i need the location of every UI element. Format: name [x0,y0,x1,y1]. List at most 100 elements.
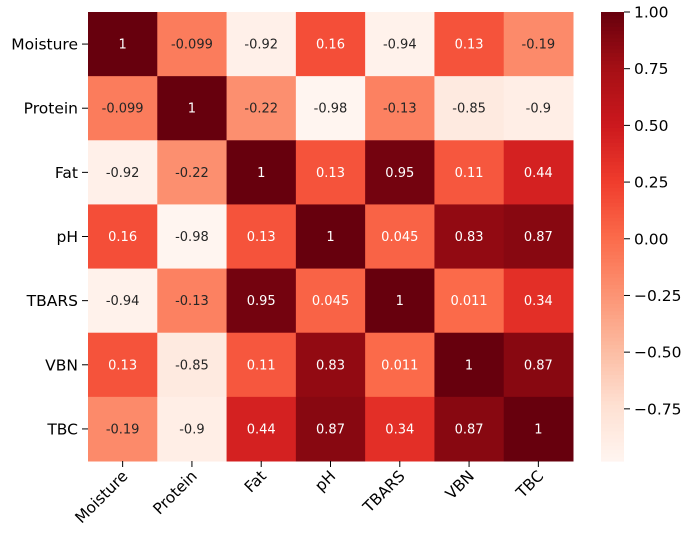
colorbar-segment [601,45,624,51]
colorbar-segment [601,247,624,253]
cell-annotation: -0.92 [244,38,278,53]
heatmap-cell-tbars-vbn [434,268,505,334]
colorbar-segment [601,322,624,327]
y-tick-label-tbars: TBARS [26,292,78,310]
colorbar-segment [601,217,624,223]
colorbar-segment [601,202,624,208]
colorbar-tick-label: −0.50 [634,344,682,362]
cell-annotation: -0.92 [106,166,140,181]
x-tick-label-tbars: TBARS [359,467,409,517]
cell-annotation: -0.22 [244,102,278,117]
colorbar-segment [601,225,624,230]
colorbar-segment [601,53,624,58]
colorbar-segment [601,352,624,357]
colorbar-segment [601,146,624,152]
cell-annotation: -0.22 [175,166,209,181]
colorbar-segment [601,56,624,62]
colorbar-segment [601,75,624,80]
heatmap-cell-moisture-vbn [434,12,505,77]
colorbar-segment [601,419,624,425]
colorbar-segment [601,285,624,290]
colorbar-segment [601,172,624,178]
colorbar-segment [601,303,624,309]
heatmap-cell-ph-tbars [365,204,435,270]
colorbar-segment [601,26,624,32]
cell-annotation: 1 [396,294,404,309]
heatmap-cell-vbn-vbn [434,332,505,398]
cell-annotation: -0.9 [179,422,204,437]
x-tick-label-vbn: VBN [442,467,478,503]
colorbar-segment [601,337,624,342]
x-axis-ticks: Moisture Protein Fat pH TBARS VBN TBC [72,461,547,527]
colorbar-segment [601,150,624,155]
colorbar-segment [601,180,624,185]
x-tick-label-tbc: TBC [512,467,547,502]
heatmap-cell-fat-moisture [88,140,158,205]
cell-annotation: 0.011 [450,294,487,309]
heatmap-cell-tbars-fat [226,268,297,334]
colorbar-segment [601,330,624,335]
colorbar-segment [601,240,624,245]
cell-annotation: 0.11 [247,358,276,373]
colorbar-segment [601,83,624,88]
x-tick-label-fat: Fat [241,467,270,496]
colorbar-segment [601,318,624,324]
colorbar-segment [601,442,624,447]
x-tick-label-protein: Protein [150,467,201,518]
colorbar-segment [601,161,624,167]
heatmap-cell-ph-moisture [88,204,158,270]
colorbar-segment [601,41,624,47]
colorbar-segment [601,109,624,114]
colorbar-segment [601,157,624,163]
heatmap-cell-fat-tbars [365,140,435,205]
colorbar-segment [601,105,624,110]
heatmap-cell-protein-fat [226,76,297,141]
cell-annotation: 0.44 [524,166,553,181]
colorbar-segment [601,348,624,354]
colorbar-segment [601,457,624,462]
colorbar-segment [601,90,624,95]
cell-annotation: -0.98 [314,102,348,117]
colorbar-segment [601,296,624,301]
colorbar-segment [601,423,624,428]
heatmap-cell-moisture-protein [157,12,228,77]
colorbar-segment [601,221,624,226]
y-tick-label-moisture: Moisture [11,36,78,54]
colorbar-segment [601,79,624,84]
heatmap-cell-tbc-tbars [365,396,435,462]
heatmap-cell-moisture-fat [226,12,297,77]
colorbar-segment [601,255,624,260]
heatmap-cell-vbn-tbc [503,332,574,398]
y-axis-ticks: Moisture Protein Fat pH TBARS VBN TBC [11,36,88,438]
colorbar-segment [601,68,624,73]
cell-annotation: 0.87 [524,230,553,245]
colorbar-segment [601,195,624,200]
heatmap-cell-moisture-tbc [503,12,574,77]
colorbar-segment [601,113,624,118]
colorbar-segment [601,15,624,21]
cell-annotation: 0.95 [247,294,276,309]
y-tick-label-fat: Fat [55,164,78,182]
y-tick-label-vbn: VBN [45,356,78,374]
heatmap-cell-tbc-tbc [503,396,574,462]
cell-annotation: 0.34 [524,294,553,309]
colorbar-segment [601,446,624,451]
colorbar-segment [601,266,624,271]
colorbar-segment [601,371,624,376]
colorbar-segment [601,431,624,436]
colorbar-segment [601,251,624,256]
colorbar-segment [601,292,624,297]
heatmap-cell-moisture-moisture [88,12,158,77]
heatmap-cell-fat-fat [226,140,297,205]
colorbar-segment [601,191,624,196]
colorbar-segment [601,49,624,54]
colorbar-segment [601,131,624,137]
x-tick-label-ph: pH [311,467,339,495]
heatmap-cell-vbn-tbars [365,332,435,398]
colorbar-segment [601,30,624,36]
heatmap-cell-tbc-fat [226,396,297,462]
x-tick-label-moisture: Moisture [72,467,132,527]
colorbar-segment [601,345,624,350]
heatmap-cell-fat-vbn [434,140,505,205]
colorbar-segment [601,165,624,170]
